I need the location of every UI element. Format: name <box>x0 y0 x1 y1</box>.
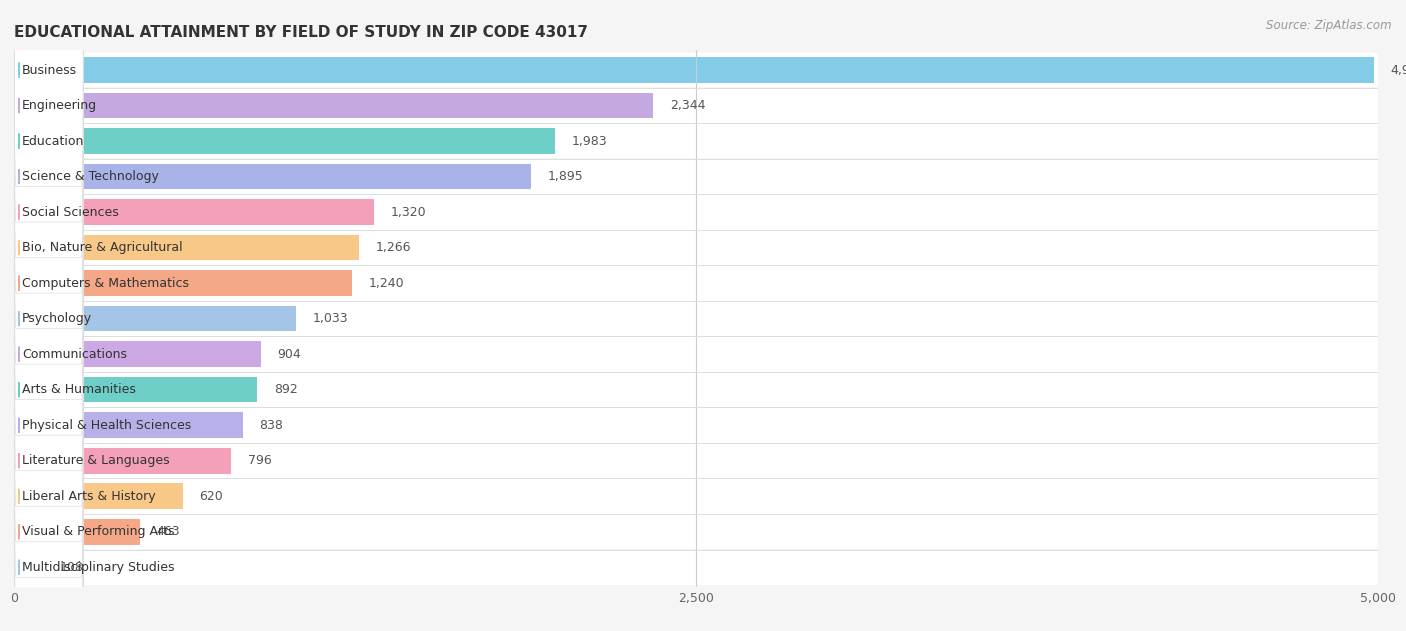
FancyBboxPatch shape <box>14 151 83 487</box>
Text: 1,320: 1,320 <box>391 206 426 218</box>
Bar <box>14 270 353 296</box>
Text: 4,985: 4,985 <box>1391 64 1406 76</box>
Bar <box>14 377 257 403</box>
Text: Computers & Mathematics: Computers & Mathematics <box>22 276 190 290</box>
FancyBboxPatch shape <box>14 9 83 344</box>
Text: Communications: Communications <box>22 348 127 361</box>
Bar <box>14 164 531 189</box>
Text: Business: Business <box>22 64 77 76</box>
Bar <box>14 93 654 119</box>
FancyBboxPatch shape <box>14 0 83 238</box>
FancyBboxPatch shape <box>14 337 1378 372</box>
Bar <box>14 448 231 473</box>
Text: Physical & Health Sciences: Physical & Health Sciences <box>22 419 191 432</box>
FancyBboxPatch shape <box>14 514 1378 549</box>
Text: Literature & Languages: Literature & Languages <box>22 454 170 467</box>
Text: Multidisciplinary Studies: Multidisciplinary Studies <box>22 561 174 574</box>
Text: 1,266: 1,266 <box>375 241 411 254</box>
Text: Psychology: Psychology <box>22 312 93 325</box>
Text: 463: 463 <box>156 525 180 538</box>
Text: 2,344: 2,344 <box>669 99 706 112</box>
FancyBboxPatch shape <box>14 293 83 628</box>
FancyBboxPatch shape <box>14 230 1378 265</box>
Bar <box>14 199 374 225</box>
Text: Source: ZipAtlas.com: Source: ZipAtlas.com <box>1267 19 1392 32</box>
FancyBboxPatch shape <box>14 444 1378 478</box>
Text: Arts & Humanities: Arts & Humanities <box>22 383 136 396</box>
Bar <box>14 519 141 545</box>
Text: 108: 108 <box>60 561 84 574</box>
Text: Social Sciences: Social Sciences <box>22 206 120 218</box>
FancyBboxPatch shape <box>14 0 83 273</box>
Text: 1,033: 1,033 <box>312 312 347 325</box>
Bar <box>14 413 243 438</box>
FancyBboxPatch shape <box>14 195 1378 230</box>
FancyBboxPatch shape <box>14 222 83 557</box>
Text: 1,895: 1,895 <box>547 170 583 183</box>
Text: Visual & Performing Arts: Visual & Performing Arts <box>22 525 174 538</box>
Bar <box>14 483 183 509</box>
FancyBboxPatch shape <box>14 329 83 631</box>
FancyBboxPatch shape <box>14 187 83 522</box>
Text: 892: 892 <box>274 383 298 396</box>
Bar <box>14 306 295 331</box>
FancyBboxPatch shape <box>14 159 1378 194</box>
FancyBboxPatch shape <box>14 80 83 415</box>
Bar <box>14 555 44 580</box>
FancyBboxPatch shape <box>14 364 83 631</box>
Text: 1,240: 1,240 <box>368 276 405 290</box>
Text: EDUCATIONAL ATTAINMENT BY FIELD OF STUDY IN ZIP CODE 43017: EDUCATIONAL ATTAINMENT BY FIELD OF STUDY… <box>14 25 588 40</box>
FancyBboxPatch shape <box>14 372 1378 407</box>
FancyBboxPatch shape <box>14 0 83 309</box>
Text: Science & Technology: Science & Technology <box>22 170 159 183</box>
FancyBboxPatch shape <box>14 550 1378 585</box>
FancyBboxPatch shape <box>14 266 1378 300</box>
Text: 1,983: 1,983 <box>571 134 607 148</box>
FancyBboxPatch shape <box>14 301 1378 336</box>
FancyBboxPatch shape <box>14 124 1378 158</box>
Text: 796: 796 <box>247 454 271 467</box>
FancyBboxPatch shape <box>14 44 83 380</box>
FancyBboxPatch shape <box>14 88 1378 123</box>
Text: 904: 904 <box>277 348 301 361</box>
Bar <box>14 235 360 261</box>
FancyBboxPatch shape <box>14 115 83 451</box>
Text: Education: Education <box>22 134 84 148</box>
FancyBboxPatch shape <box>14 399 83 631</box>
Text: Liberal Arts & History: Liberal Arts & History <box>22 490 156 503</box>
FancyBboxPatch shape <box>14 408 1378 442</box>
FancyBboxPatch shape <box>14 52 1378 88</box>
Text: Bio, Nature & Agricultural: Bio, Nature & Agricultural <box>22 241 183 254</box>
Bar <box>14 128 555 154</box>
Text: 620: 620 <box>200 490 224 503</box>
Bar <box>14 57 1374 83</box>
Text: 838: 838 <box>259 419 283 432</box>
FancyBboxPatch shape <box>14 257 83 593</box>
Bar <box>14 341 260 367</box>
FancyBboxPatch shape <box>14 479 1378 514</box>
Text: Engineering: Engineering <box>22 99 97 112</box>
